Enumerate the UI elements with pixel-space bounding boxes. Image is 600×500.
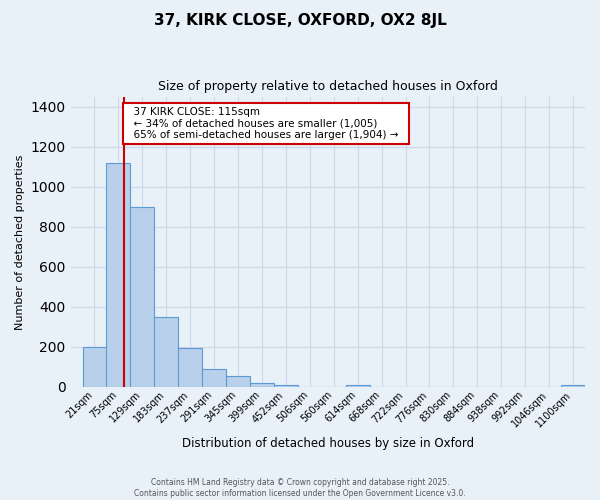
- Bar: [226, 376, 250, 387]
- Bar: [346, 385, 370, 387]
- X-axis label: Distribution of detached houses by size in Oxford: Distribution of detached houses by size …: [182, 437, 474, 450]
- Bar: [561, 385, 585, 387]
- Bar: [274, 385, 298, 387]
- Text: 37 KIRK CLOSE: 115sqm
  ← 34% of detached houses are smaller (1,005)
  65% of se: 37 KIRK CLOSE: 115sqm ← 34% of detached …: [127, 107, 405, 140]
- Bar: [250, 383, 274, 387]
- Title: Size of property relative to detached houses in Oxford: Size of property relative to detached ho…: [158, 80, 498, 93]
- Bar: [83, 347, 106, 387]
- Bar: [130, 207, 154, 387]
- Y-axis label: Number of detached properties: Number of detached properties: [15, 154, 25, 330]
- Bar: [178, 348, 202, 387]
- Bar: [202, 369, 226, 387]
- Text: 37, KIRK CLOSE, OXFORD, OX2 8JL: 37, KIRK CLOSE, OXFORD, OX2 8JL: [154, 12, 446, 28]
- Bar: [154, 317, 178, 387]
- Text: Contains HM Land Registry data © Crown copyright and database right 2025.
Contai: Contains HM Land Registry data © Crown c…: [134, 478, 466, 498]
- Bar: [106, 163, 130, 387]
